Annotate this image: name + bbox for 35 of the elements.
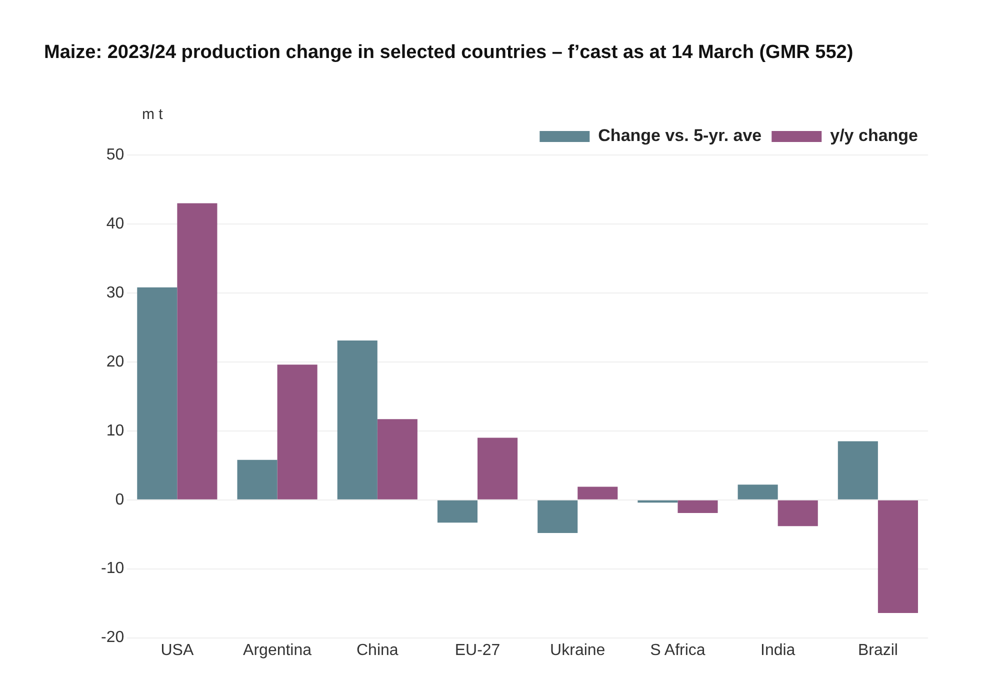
bar — [878, 500, 918, 613]
bar — [838, 441, 878, 500]
bar — [678, 500, 718, 513]
y-tick-label: 40 — [106, 215, 124, 232]
y-tick-label: 10 — [106, 422, 124, 440]
y-tick-label: 50 — [106, 146, 124, 164]
bar — [778, 500, 818, 526]
bar — [137, 287, 178, 500]
x-tick-label: S Africa — [650, 642, 706, 659]
x-tick-label: Argentina — [243, 642, 312, 659]
bar — [377, 419, 418, 500]
y-tick-label: -10 — [101, 560, 124, 578]
x-tick-label: Ukraine — [550, 642, 606, 659]
y-tick-label: 30 — [106, 284, 124, 302]
bar — [478, 438, 518, 500]
x-tick-label: USA — [160, 642, 194, 659]
bar — [337, 340, 378, 500]
y-tick-label: 20 — [106, 353, 124, 370]
bar — [277, 364, 318, 500]
legend-label: y/y change — [830, 126, 918, 146]
y-axis-title: m t — [142, 106, 163, 123]
y-tick-label: -20 — [101, 629, 124, 646]
x-tick-label: Brazil — [858, 642, 898, 659]
bar — [738, 484, 778, 500]
x-tick-label: China — [356, 642, 398, 659]
chart-title: Maize: 2023/24 production change in selected countries – f’cast as at 14 March (GMR 552) — [43, 41, 854, 64]
bar — [578, 486, 618, 500]
bar — [177, 203, 218, 500]
x-tick-label: India — [760, 642, 796, 659]
legend-label: Change vs. 5-yr. ave — [598, 126, 762, 146]
bar — [437, 500, 478, 523]
x-tick-label: EU-27 — [454, 642, 500, 659]
bar — [237, 460, 278, 500]
y-tick-label: 0 — [115, 491, 124, 508]
bar — [538, 500, 578, 533]
